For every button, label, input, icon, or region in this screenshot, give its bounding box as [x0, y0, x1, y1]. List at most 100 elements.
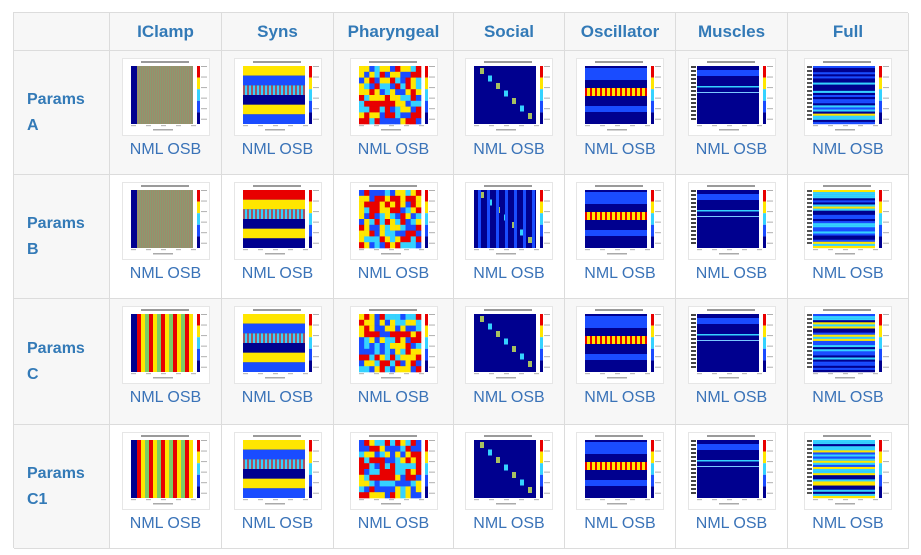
nml-link[interactable]: NML: [812, 265, 846, 282]
osb-link[interactable]: OSB: [279, 141, 314, 158]
osb-link[interactable]: OSB: [621, 141, 656, 158]
osb-link[interactable]: OSB: [279, 389, 314, 406]
nml-link[interactable]: NML: [812, 389, 846, 406]
plot-image: [242, 435, 319, 505]
nml-link[interactable]: NML: [357, 265, 391, 282]
membrane-potential-plot[interactable]: [121, 182, 210, 260]
membrane-potential-plot[interactable]: [465, 58, 553, 136]
heatmap-area: [358, 440, 421, 499]
heatmap-area: [130, 314, 193, 372]
nml-link[interactable]: NML: [241, 265, 275, 282]
osb-link[interactable]: OSB: [733, 265, 768, 282]
osb-link[interactable]: OSB: [167, 265, 202, 282]
nml-link[interactable]: NML: [473, 389, 507, 406]
nml-link[interactable]: NML: [584, 265, 618, 282]
membrane-potential-plot[interactable]: [465, 306, 553, 384]
membrane-potential-plot[interactable]: [687, 58, 776, 136]
membrane-potential-plot[interactable]: [233, 58, 322, 136]
osb-link[interactable]: OSB: [510, 515, 545, 532]
osb-link[interactable]: OSB: [733, 389, 768, 406]
colorbar: [424, 314, 435, 372]
membrane-potential-plot[interactable]: [576, 58, 664, 136]
membrane-potential-plot[interactable]: [687, 432, 776, 510]
osb-link[interactable]: OSB: [167, 389, 202, 406]
nml-link[interactable]: NML: [357, 515, 391, 532]
nml-link[interactable]: NML: [695, 515, 729, 532]
osb-link[interactable]: OSB: [279, 515, 314, 532]
osb-link[interactable]: OSB: [621, 515, 656, 532]
membrane-potential-plot[interactable]: [121, 306, 210, 384]
membrane-potential-plot[interactable]: [687, 182, 776, 260]
plot-image: [242, 61, 319, 131]
model-links: NML OSB: [242, 515, 313, 533]
membrane-potential-plot[interactable]: [349, 182, 438, 260]
osb-link[interactable]: OSB: [621, 265, 656, 282]
result-cell: NML OSB: [222, 51, 334, 175]
osb-link[interactable]: OSB: [395, 389, 430, 406]
nml-link[interactable]: NML: [695, 141, 729, 158]
membrane-potential-plot[interactable]: [804, 432, 892, 510]
membrane-potential-plot[interactable]: [233, 182, 322, 260]
osb-link[interactable]: OSB: [849, 265, 884, 282]
plot-title-mark: [595, 309, 643, 311]
model-links: NML OSB: [130, 389, 201, 407]
osb-link[interactable]: OSB: [510, 265, 545, 282]
osb-link[interactable]: OSB: [733, 515, 768, 532]
nml-link[interactable]: NML: [241, 389, 275, 406]
osb-link[interactable]: OSB: [167, 515, 202, 532]
nml-link[interactable]: NML: [812, 515, 846, 532]
nml-link[interactable]: NML: [584, 515, 618, 532]
membrane-potential-plot[interactable]: [804, 306, 892, 384]
colorbar: [879, 440, 889, 498]
membrane-potential-plot[interactable]: [233, 432, 322, 510]
osb-link[interactable]: OSB: [849, 389, 884, 406]
osb-link[interactable]: OSB: [395, 515, 430, 532]
nml-link[interactable]: NML: [695, 389, 729, 406]
osb-link[interactable]: OSB: [733, 141, 768, 158]
nml-link[interactable]: NML: [584, 141, 618, 158]
osb-link[interactable]: OSB: [395, 265, 430, 282]
osb-link[interactable]: OSB: [510, 141, 545, 158]
osb-link[interactable]: OSB: [621, 389, 656, 406]
membrane-potential-plot[interactable]: [465, 432, 553, 510]
membrane-potential-plot[interactable]: [576, 432, 664, 510]
osb-link[interactable]: OSB: [510, 389, 545, 406]
nml-link[interactable]: NML: [473, 515, 507, 532]
nml-link[interactable]: NML: [241, 515, 275, 532]
model-links: NML OSB: [812, 389, 883, 407]
membrane-potential-plot[interactable]: [465, 182, 553, 260]
osb-link[interactable]: OSB: [167, 141, 202, 158]
membrane-potential-plot[interactable]: [687, 306, 776, 384]
membrane-potential-plot[interactable]: [349, 306, 438, 384]
nml-link[interactable]: NML: [584, 389, 618, 406]
membrane-potential-plot[interactable]: [121, 432, 210, 510]
result-cell: NML OSB: [676, 299, 788, 425]
result-cell: NML OSB: [110, 425, 222, 549]
colorbar: [651, 190, 661, 248]
membrane-potential-plot[interactable]: [233, 306, 322, 384]
nml-link[interactable]: NML: [129, 265, 163, 282]
nml-link[interactable]: NML: [129, 141, 163, 158]
membrane-potential-plot[interactable]: [576, 306, 664, 384]
nml-link[interactable]: NML: [241, 141, 275, 158]
membrane-potential-plot[interactable]: [576, 182, 664, 260]
membrane-potential-plot[interactable]: [349, 432, 438, 510]
nml-link[interactable]: NML: [129, 515, 163, 532]
result-cell: NML OSB: [676, 175, 788, 299]
nml-link[interactable]: NML: [473, 141, 507, 158]
membrane-potential-plot[interactable]: [349, 58, 438, 136]
osb-link[interactable]: OSB: [395, 141, 430, 158]
nml-link[interactable]: NML: [812, 141, 846, 158]
nml-link[interactable]: NML: [357, 389, 391, 406]
osb-link[interactable]: OSB: [849, 515, 884, 532]
nml-link[interactable]: NML: [473, 265, 507, 282]
membrane-potential-plot[interactable]: [804, 182, 892, 260]
nml-link[interactable]: NML: [357, 141, 391, 158]
osb-link[interactable]: OSB: [279, 265, 314, 282]
membrane-potential-plot[interactable]: [804, 58, 892, 136]
colorbar: [879, 314, 889, 372]
membrane-potential-plot[interactable]: [121, 58, 210, 136]
nml-link[interactable]: NML: [695, 265, 729, 282]
osb-link[interactable]: OSB: [849, 141, 884, 158]
nml-link[interactable]: NML: [129, 389, 163, 406]
